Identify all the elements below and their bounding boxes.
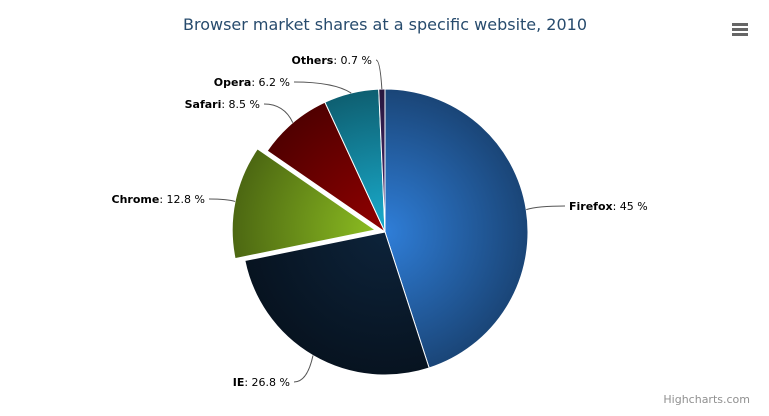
chart-title: Browser market shares at a specific webs… xyxy=(183,15,587,34)
data-label: IE: 26.8 % xyxy=(233,376,290,389)
connector-line xyxy=(263,103,294,123)
connector-line xyxy=(293,81,352,94)
pie-slice-others[interactable] xyxy=(378,88,386,233)
connector-line xyxy=(526,205,566,211)
data-label: Opera: 6.2 % xyxy=(214,76,290,89)
connector-line xyxy=(208,198,236,202)
connector-line xyxy=(375,59,383,90)
data-label: Safari: 8.5 % xyxy=(185,98,260,111)
data-label: Chrome: 12.8 % xyxy=(112,193,205,206)
connector-line xyxy=(293,355,314,383)
hamburger-menu-icon[interactable] xyxy=(725,14,755,44)
pie-slice-ie[interactable] xyxy=(244,231,430,376)
credits-link[interactable]: Highcharts.com xyxy=(663,393,750,406)
pie-slice-firefox[interactable] xyxy=(384,88,529,369)
data-label: Others: 0.7 % xyxy=(291,54,372,67)
data-label: Firefox: 45 % xyxy=(569,200,648,213)
